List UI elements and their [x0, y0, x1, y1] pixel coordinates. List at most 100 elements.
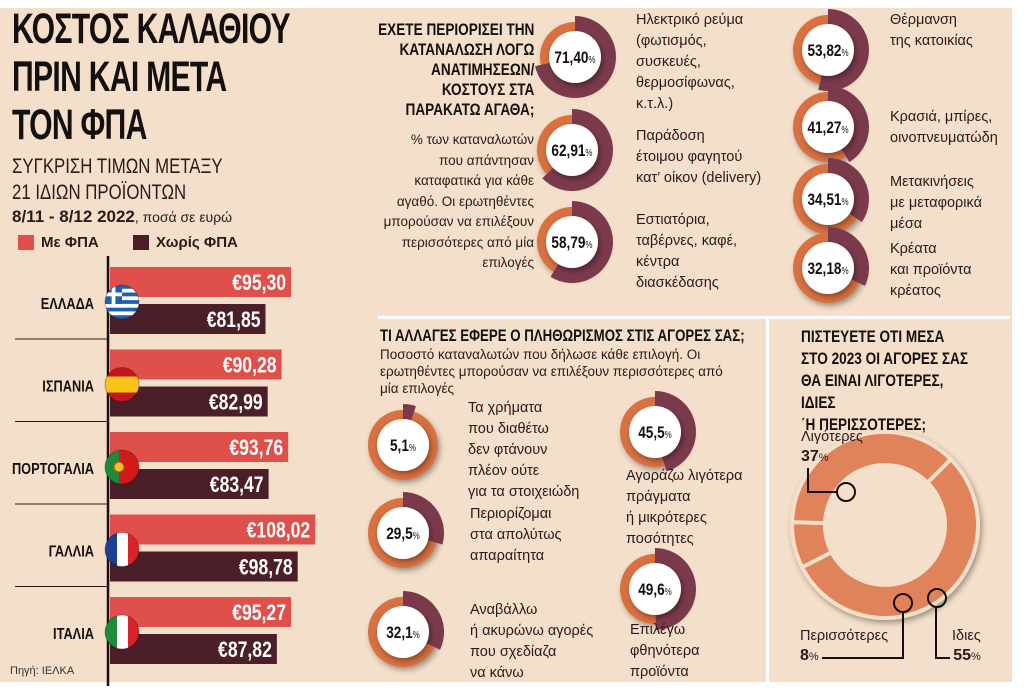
- slice-name: Λιγότερες: [801, 429, 863, 445]
- donut-center: [377, 419, 429, 471]
- percent-sign: %: [413, 530, 420, 541]
- bar-without-vat: [110, 551, 298, 582]
- question-title: ΤΙ ΑΛΛΑΓΕΣ ΕΦΕΡΕ Ο ΠΛΗΘΩΡΙΣΜΟΣ ΣΤΙΣ ΑΓΟΡ…: [380, 326, 745, 345]
- donut: 29,5%: [368, 492, 444, 568]
- donut-label: Ηλεκτρικό ρεύμα (φωτισμός, συσκευές, θερ…: [636, 12, 744, 112]
- donut: 49,6%: [620, 548, 697, 630]
- slice-name: Ιδιες: [952, 628, 981, 644]
- donut-label: Κρέατα και προϊόντα κρέατος: [890, 241, 972, 299]
- bar-value-label: €87,82: [218, 638, 272, 662]
- donut-value: 53,82%: [807, 42, 848, 61]
- donut-center: [802, 24, 854, 76]
- bar-value-label: €83,47: [210, 473, 264, 497]
- donut-label: Επιλέγω φθηνότερα προϊόντα: [630, 622, 700, 680]
- donut-value: 34,51%: [807, 191, 848, 210]
- callout-line: [935, 607, 950, 659]
- spain-flag-icon: [105, 367, 139, 402]
- legend-item-with-vat: Με ΦΠΑ: [18, 234, 99, 251]
- question-title: ΕΧΕΤΕ ΠΕΡΙΟΡΙΣΕΙ ΤΗΝ ΚΑΤΑΝΑΛΩΣΗ ΛΟΓΩ ΑΝΑ…: [377, 20, 534, 119]
- donut-label: Θέρμανση της κατοικίας: [890, 12, 973, 49]
- donut-label: Αναβάλλω ή ακυρώνω αγορές που σχεδίαζα ν…: [470, 602, 594, 681]
- slice-value: 37%: [801, 448, 829, 465]
- percent-sign: %: [841, 265, 848, 276]
- bar-without-vat: [110, 634, 277, 664]
- stripe: [105, 315, 139, 319]
- flag-rim: [104, 532, 140, 567]
- flag-rim: [104, 614, 140, 650]
- band: [105, 615, 117, 649]
- country-label: ΓΑΛΛΙΑ: [49, 543, 95, 561]
- donut-label: Αγοράζω λιγότερα πράγματα ή μικρότερες π…: [626, 468, 743, 547]
- donut-label: Περιορίζομαι στα απολύτως απαραίτητα: [470, 506, 562, 564]
- donut-label: Μετακινήσεις με μεταφορικά μέσα: [890, 174, 982, 232]
- bar-with-vat: [110, 349, 282, 380]
- ring-chart: [789, 430, 980, 620]
- slice-name: Περισσότερες: [800, 628, 889, 644]
- donut-center: [377, 507, 429, 559]
- callout-line: [822, 612, 904, 659]
- bar-chart: €95,30 €81,85 ΕΛΛΑΔΑ €90,28 €82,99 ΙΣΠΑΝΙΑ €93…: [12, 256, 316, 686]
- donut-center: [546, 124, 598, 176]
- flag-rim: [104, 284, 140, 320]
- stripe: [105, 307, 139, 312]
- slice-label: Περισσότερες 8%: [800, 626, 888, 665]
- bar-value-label: €90,28: [223, 354, 277, 378]
- bar-value-label: €95,30: [232, 271, 286, 295]
- percent-sign: %: [585, 147, 592, 158]
- country-label: ΠΟΡΤΟΓΑΛΙΑ: [12, 461, 95, 479]
- donut-center: [802, 101, 854, 153]
- bar-with-vat: [110, 597, 292, 627]
- donut-value: 71,40%: [554, 49, 595, 68]
- percent-sign: %: [588, 54, 595, 65]
- emblem: [113, 461, 125, 473]
- band: [128, 615, 139, 649]
- donut: 45,5%: [620, 391, 696, 472]
- donut-center: [802, 242, 854, 294]
- cross: [111, 285, 116, 304]
- country-label: ΕΛΛΑΔΑ: [41, 296, 95, 314]
- band: [128, 532, 139, 567]
- bar-with-vat: [110, 432, 289, 462]
- bar-value-label: €82,99: [209, 391, 263, 415]
- donut: 71,40%: [535, 16, 616, 98]
- percent-sign: %: [841, 47, 848, 58]
- question-description: Ποσοστό καταναλωτών που δήλωσε κάθε επιλ…: [380, 347, 723, 396]
- donut: 41,27%: [793, 86, 869, 162]
- donut-value: 58,79%: [551, 234, 592, 253]
- portugal-flag-icon: [105, 450, 139, 484]
- donut-value: 5,1%: [390, 437, 416, 456]
- stripe: [105, 311, 139, 316]
- donut-value: 29,5%: [386, 525, 420, 544]
- divider: [378, 316, 1010, 319]
- percent-sign: %: [413, 629, 420, 640]
- donut: 5,1%: [368, 404, 438, 480]
- bar-value-label: €93,76: [229, 436, 283, 460]
- donut-center: [629, 563, 681, 615]
- donut-value: 41,27%: [807, 119, 848, 138]
- donut-value: 45,5%: [638, 424, 672, 443]
- main-title-line: ΤΟΝ ΦΠΑ: [12, 101, 147, 149]
- donut: 62,91%: [537, 109, 613, 192]
- percent-sign: %: [841, 124, 848, 135]
- france-flag-icon: [105, 532, 139, 567]
- country-label: ΙΤΑΛΙΑ: [53, 626, 94, 644]
- question-description: % των καταναλωτών που απάντησαν καταφατι…: [383, 132, 534, 270]
- donut-value: 49,6%: [638, 581, 672, 600]
- ring-slice-2: [799, 456, 980, 620]
- donut: 34,51%: [793, 158, 869, 234]
- main-title-line: ΚΟΣΤΟΣ ΚΑΛΑΘΙΟΥ: [12, 5, 291, 53]
- bar-value-label: €98,78: [239, 556, 293, 580]
- divider: [766, 318, 769, 684]
- ring-slice-0: [789, 430, 954, 526]
- band: [105, 532, 117, 567]
- slice-value: 8%: [800, 647, 819, 664]
- question-title: ΠΙΣΤΕΥΕΤΕ ΟΤΙ ΜΕΣΑ ΣΤΟ 2023 ΟΙ ΑΓΟΡΕΣ ΣΑ…: [801, 327, 969, 434]
- donut-label: Εστιατόρια, ταβέρνες, καφέ, κέντρα διασκ…: [636, 212, 738, 291]
- bar-value-label: €81,85: [207, 308, 261, 332]
- donut-center: [629, 406, 681, 458]
- donut: 58,79%: [537, 201, 613, 283]
- donut-label: Κρασιά, μπίρες, οινοπνευματώδη: [890, 109, 998, 146]
- donut-label: Τα χρήματα που διαθέτω δεν φτάνουν πλέον…: [468, 400, 580, 500]
- stripe: [105, 303, 139, 308]
